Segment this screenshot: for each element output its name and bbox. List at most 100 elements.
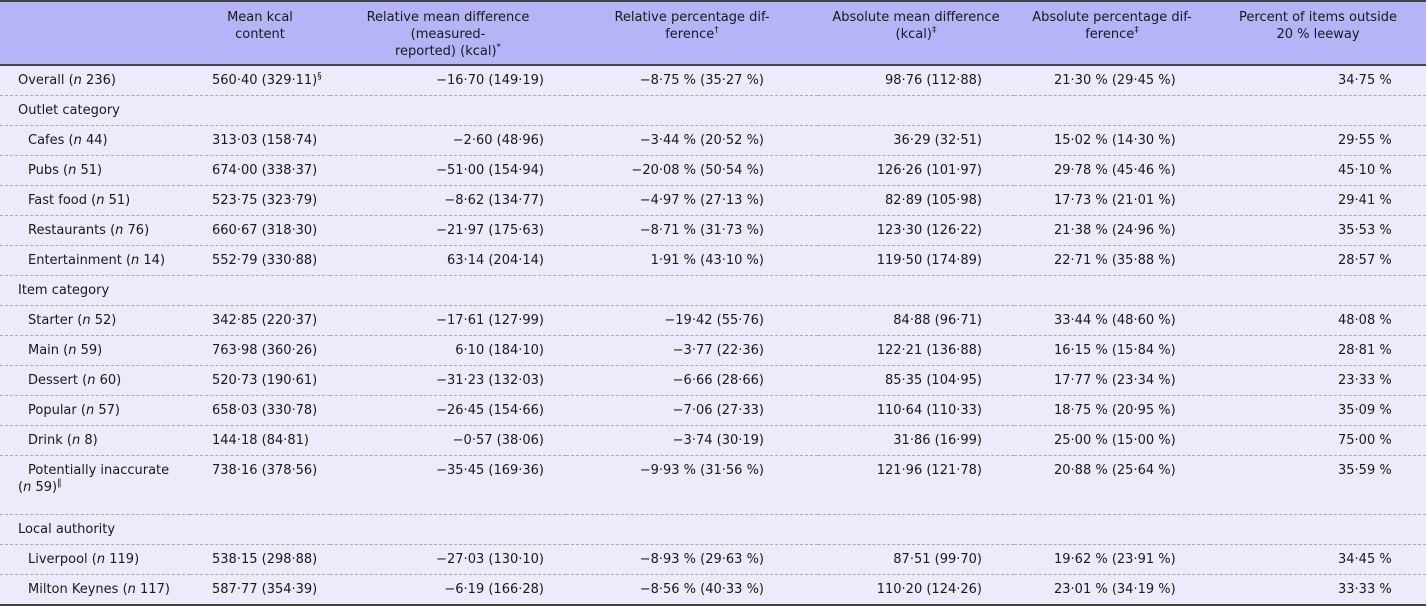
cell-relative-pct-diff: −8·56 % (40·33 %) bbox=[566, 574, 818, 606]
cell-relative-pct-diff: −3·44 % (20·52 %) bbox=[566, 125, 818, 156]
section-label: Outlet category bbox=[0, 95, 1426, 126]
footnote-mark: ‡ bbox=[1134, 25, 1139, 36]
n-value: 14) bbox=[139, 253, 166, 268]
table-row-pubs: Pubs (n 51) 674·00 (338·37) −51·00 (154·… bbox=[0, 155, 1426, 186]
label-text: Pubs ( bbox=[28, 163, 69, 178]
header-text: ference bbox=[1085, 27, 1135, 42]
row-label: Liverpool (n 119) bbox=[0, 544, 190, 575]
cell-value: 560·40 (329·11) bbox=[212, 73, 318, 88]
table-row-potentially-inaccurate: Potentially inaccurate (n 59)‖ 738·16 (37… bbox=[0, 455, 1426, 515]
row-label: Overall (n 236) bbox=[0, 65, 190, 96]
cell-absolute-pct-diff: 15·02 % (14·30 %) bbox=[1014, 125, 1210, 156]
row-label: Milton Keynes (n 117) bbox=[0, 574, 190, 606]
n-value: 8) bbox=[80, 433, 98, 448]
cell-mean-kcal: 342·85 (220·37) bbox=[190, 305, 330, 336]
cell-relative-mean-diff: −26·45 (154·66) bbox=[330, 395, 566, 426]
table-row-restaurants: Restaurants (n 76) 660·67 (318·30) −21·9… bbox=[0, 215, 1426, 246]
table-row-dessert: Dessert (n 60) 520·73 (190·61) −31·23 (1… bbox=[0, 365, 1426, 396]
section-label: Local authority bbox=[0, 514, 1426, 545]
cell-pct-outside-leeway: 28·57 % bbox=[1210, 245, 1426, 276]
cell-mean-kcal: 674·00 (338·37) bbox=[190, 155, 330, 186]
cell-mean-kcal: 560·40 (329·11)§ bbox=[190, 65, 330, 96]
cell-absolute-pct-diff: 21·30 % (29·45 %) bbox=[1014, 65, 1210, 96]
table-row-milton-keynes: Milton Keynes (n 117) 587·77 (354·39) −6… bbox=[0, 574, 1426, 606]
cell-pct-outside-leeway: 29·41 % bbox=[1210, 185, 1426, 216]
cell-absolute-mean-diff: 84·88 (96·71) bbox=[818, 305, 1014, 336]
cell-relative-mean-diff: 63·14 (204·14) bbox=[330, 245, 566, 276]
label-text: Drink ( bbox=[28, 433, 72, 448]
label-text: Main ( bbox=[28, 343, 69, 358]
header-relative-mean-diff: Relative mean difference (measured-repor… bbox=[330, 1, 566, 65]
label-text: ( bbox=[18, 480, 24, 495]
row-label: Cafes (n 44) bbox=[0, 125, 190, 156]
cell-relative-pct-diff: −8·71 % (31·73 %) bbox=[566, 215, 818, 246]
label-text: Overall ( bbox=[18, 73, 74, 88]
cell-absolute-mean-diff: 110·64 (110·33) bbox=[818, 395, 1014, 426]
cell-absolute-mean-diff: 98·76 (112·88) bbox=[818, 65, 1014, 96]
cell-absolute-pct-diff: 22·71 % (35·88 %) bbox=[1014, 245, 1210, 276]
n-symbol: n bbox=[73, 133, 82, 148]
n-value: 52) bbox=[90, 313, 117, 328]
footnote-mark: ‡ bbox=[931, 25, 937, 36]
header-text: (kcal) bbox=[895, 27, 932, 42]
row-label: Potentially inaccurate (n 59)‖ bbox=[0, 455, 190, 515]
row-label: Drink (n 8) bbox=[0, 425, 190, 456]
section-label: Item category bbox=[0, 275, 1426, 306]
header-text: Mean kcal bbox=[227, 10, 293, 25]
cell-pct-outside-leeway: 35·09 % bbox=[1210, 395, 1426, 426]
cell-relative-mean-diff: −2·60 (48·96) bbox=[330, 125, 566, 156]
row-label: Entertainment (n 14) bbox=[0, 245, 190, 276]
cell-pct-outside-leeway: 28·81 % bbox=[1210, 335, 1426, 366]
n-symbol: n bbox=[68, 343, 77, 358]
cell-relative-mean-diff: −16·70 (149·19) bbox=[330, 65, 566, 96]
n-value: 76) bbox=[123, 223, 150, 238]
table-row-liverpool: Liverpool (n 119) 538·15 (298·88) −27·03… bbox=[0, 544, 1426, 575]
cell-pct-outside-leeway: 29·55 % bbox=[1210, 125, 1426, 156]
cell-relative-mean-diff: 6·10 (184·10) bbox=[330, 335, 566, 366]
cell-relative-pct-diff: −4·97 % (27·13 %) bbox=[566, 185, 818, 216]
n-symbol: n bbox=[71, 433, 81, 448]
cell-pct-outside-leeway: 75·00 % bbox=[1210, 425, 1426, 456]
cell-mean-kcal: 523·75 (323·79) bbox=[190, 185, 330, 216]
cell-mean-kcal: 658·03 (330·78) bbox=[190, 395, 330, 426]
n-symbol: n bbox=[127, 582, 136, 597]
n-value: 236) bbox=[81, 73, 116, 88]
table-row-main: Main (n 59) 763·98 (360·26) 6·10 (184·10… bbox=[0, 335, 1426, 366]
header-relative-pct-diff: Relative percentage dif-ference† bbox=[566, 1, 818, 65]
n-value: 51) bbox=[76, 163, 103, 178]
n-value: 57) bbox=[94, 403, 120, 418]
cell-absolute-pct-diff: 25·00 % (15·00 %) bbox=[1014, 425, 1210, 456]
cell-mean-kcal: 552·79 (330·88) bbox=[190, 245, 330, 276]
cell-absolute-mean-diff: 122·21 (136·88) bbox=[818, 335, 1014, 366]
row-label: Pubs (n 51) bbox=[0, 155, 190, 186]
cell-absolute-pct-diff: 29·78 % (45·46 %) bbox=[1014, 155, 1210, 186]
label-text: Potentially inaccurate bbox=[28, 463, 170, 478]
table-row-starter: Starter (n 52) 342·85 (220·37) −17·61 (1… bbox=[0, 305, 1426, 336]
cell-mean-kcal: 763·98 (360·26) bbox=[190, 335, 330, 366]
label-text: Starter ( bbox=[28, 313, 83, 328]
cell-relative-mean-diff: −31·23 (132·03) bbox=[330, 365, 566, 396]
n-symbol: n bbox=[85, 403, 95, 418]
row-label: Restaurants (n 76) bbox=[0, 215, 190, 246]
cell-pct-outside-leeway: 34·75 % bbox=[1210, 65, 1426, 96]
cell-absolute-mean-diff: 126·26 (101·97) bbox=[818, 155, 1014, 186]
n-value: 117) bbox=[135, 582, 170, 597]
footnote-mark: * bbox=[496, 42, 502, 53]
header-text: Relative mean difference (measured- bbox=[366, 10, 530, 42]
cell-relative-pct-diff: −9·93 % (31·56 %) bbox=[566, 455, 818, 515]
header-text: ference bbox=[665, 27, 715, 42]
section-row-local-authority: Local authority bbox=[0, 514, 1426, 545]
n-symbol: n bbox=[68, 163, 77, 178]
n-symbol: n bbox=[131, 253, 140, 268]
cell-mean-kcal: 538·15 (298·88) bbox=[190, 544, 330, 575]
cell-pct-outside-leeway: 35·53 % bbox=[1210, 215, 1426, 246]
header-mean-kcal: Mean kcal content bbox=[190, 1, 330, 65]
cell-pct-outside-leeway: 23·33 % bbox=[1210, 365, 1426, 396]
cell-absolute-pct-diff: 18·75 % (20·95 %) bbox=[1014, 395, 1210, 426]
n-symbol: n bbox=[73, 73, 82, 88]
cell-relative-pct-diff: −3·74 (30·19) bbox=[566, 425, 818, 456]
cell-mean-kcal: 738·16 (378·56) bbox=[190, 455, 330, 515]
n-value: 44) bbox=[81, 133, 108, 148]
header-row: Mean kcal content Relative mean differenc… bbox=[0, 1, 1426, 65]
table-row-entertainment: Entertainment (n 14) 552·79 (330·88) 63·… bbox=[0, 245, 1426, 276]
